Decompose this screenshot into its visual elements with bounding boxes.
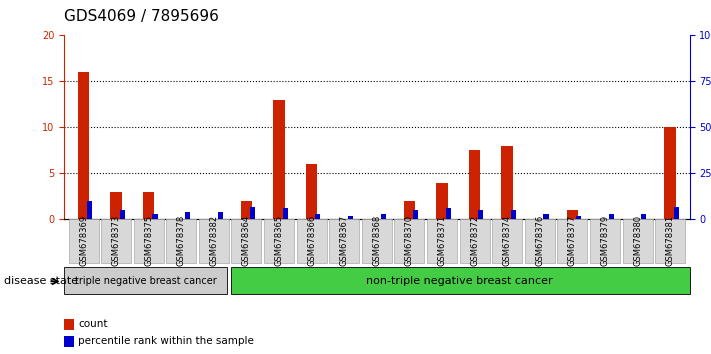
Text: GSM678377: GSM678377 [568, 215, 577, 266]
Bar [120, 210, 125, 219]
Bar [446, 209, 451, 219]
Bar [479, 210, 483, 219]
Bar [230, 267, 690, 294]
FancyBboxPatch shape [296, 219, 326, 263]
FancyBboxPatch shape [492, 219, 522, 263]
Bar [185, 212, 190, 219]
Text: GSM678380: GSM678380 [633, 215, 642, 266]
FancyBboxPatch shape [134, 219, 164, 263]
Bar [404, 201, 415, 219]
Text: GSM678373: GSM678373 [112, 215, 121, 266]
FancyBboxPatch shape [557, 219, 587, 263]
Bar [218, 212, 223, 219]
Bar [567, 210, 578, 219]
Bar [87, 201, 92, 219]
Text: GSM678375: GSM678375 [144, 215, 153, 266]
Text: GDS4069 / 7895696: GDS4069 / 7895696 [64, 9, 219, 24]
Text: GSM678379: GSM678379 [601, 215, 609, 266]
FancyBboxPatch shape [329, 219, 359, 263]
Bar [250, 207, 255, 219]
Bar [437, 183, 448, 219]
Bar [501, 146, 513, 219]
Bar [543, 214, 549, 219]
Text: GSM678374: GSM678374 [503, 215, 512, 266]
FancyBboxPatch shape [459, 219, 490, 263]
Bar [283, 209, 288, 219]
Text: triple negative breast cancer: triple negative breast cancer [75, 275, 217, 286]
FancyBboxPatch shape [199, 219, 229, 263]
Bar [143, 192, 154, 219]
Bar [380, 214, 385, 219]
Text: GSM678381: GSM678381 [665, 215, 675, 266]
FancyBboxPatch shape [525, 219, 555, 263]
Bar [413, 210, 418, 219]
Text: GSM678378: GSM678378 [177, 215, 186, 266]
Bar [609, 214, 614, 219]
FancyBboxPatch shape [362, 219, 392, 263]
FancyBboxPatch shape [427, 219, 457, 263]
Text: GSM678367: GSM678367 [340, 215, 348, 266]
Text: GSM678366: GSM678366 [307, 215, 316, 266]
Bar [64, 267, 227, 294]
FancyBboxPatch shape [623, 219, 653, 263]
FancyBboxPatch shape [264, 219, 294, 263]
FancyBboxPatch shape [655, 219, 685, 263]
Bar [348, 216, 353, 219]
Text: GSM678370: GSM678370 [405, 215, 414, 266]
Text: disease state: disease state [4, 276, 77, 286]
FancyBboxPatch shape [590, 219, 620, 263]
Text: GSM678371: GSM678371 [437, 215, 447, 266]
FancyBboxPatch shape [166, 219, 196, 263]
Text: count: count [78, 319, 108, 329]
Bar [152, 214, 158, 219]
Bar [64, 336, 74, 347]
Bar [64, 319, 74, 330]
Text: GSM678369: GSM678369 [79, 215, 88, 266]
Text: GSM678364: GSM678364 [242, 215, 251, 266]
Text: percentile rank within the sample: percentile rank within the sample [78, 336, 255, 346]
Bar [306, 164, 317, 219]
FancyBboxPatch shape [395, 219, 424, 263]
Text: GSM678365: GSM678365 [274, 215, 284, 266]
FancyBboxPatch shape [68, 219, 99, 263]
Bar [316, 214, 321, 219]
Text: GSM678368: GSM678368 [373, 215, 381, 266]
FancyBboxPatch shape [232, 219, 262, 263]
Bar [77, 72, 90, 219]
Text: GSM678376: GSM678376 [535, 215, 544, 266]
Bar [241, 201, 252, 219]
Bar [469, 150, 481, 219]
Bar [664, 127, 676, 219]
Bar [641, 214, 646, 219]
Text: non-triple negative breast cancer: non-triple negative breast cancer [366, 275, 552, 286]
Text: GSM678382: GSM678382 [210, 215, 218, 266]
Bar [674, 207, 679, 219]
Bar [511, 210, 516, 219]
FancyBboxPatch shape [101, 219, 131, 263]
Bar [110, 192, 122, 219]
Bar [273, 100, 285, 219]
Bar [576, 216, 581, 219]
Text: GSM678372: GSM678372 [470, 215, 479, 266]
